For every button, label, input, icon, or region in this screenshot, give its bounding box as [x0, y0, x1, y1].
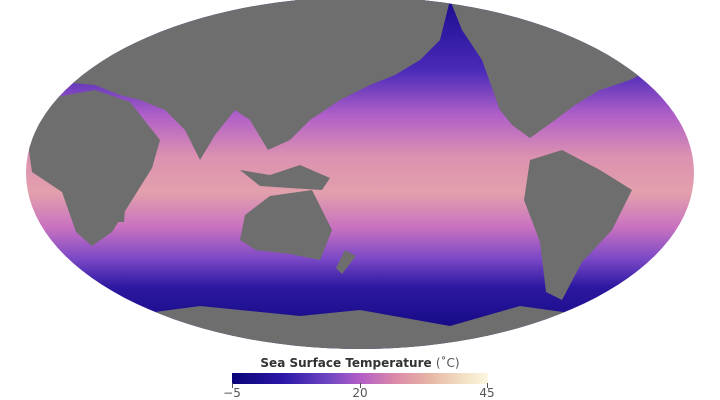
colorbar-tick-label: 45 — [479, 386, 495, 400]
land-australia — [240, 190, 332, 260]
colorbar-tick — [232, 383, 233, 388]
land-africa — [26, 90, 160, 246]
land-indonesia — [240, 165, 330, 190]
colorbar-tick-label: −5 — [223, 386, 241, 400]
legend-title-text: Sea Surface Temperature — [260, 356, 432, 370]
colorbar — [232, 373, 488, 384]
colorbar-tick-label: 20 — [352, 386, 368, 400]
land-south-america — [524, 150, 632, 300]
legend-title: Sea Surface Temperature (˚C) — [0, 356, 720, 370]
colorbar-tick — [360, 383, 361, 388]
legend-unit: (˚C) — [435, 356, 460, 370]
colorbar-tick — [487, 383, 488, 388]
sea-surface-temperature-map — [26, 0, 694, 349]
land-eurasia — [40, 0, 450, 160]
land-madagascar — [116, 196, 126, 222]
land-new-zealand — [336, 250, 356, 274]
land-antarctica — [26, 306, 694, 349]
